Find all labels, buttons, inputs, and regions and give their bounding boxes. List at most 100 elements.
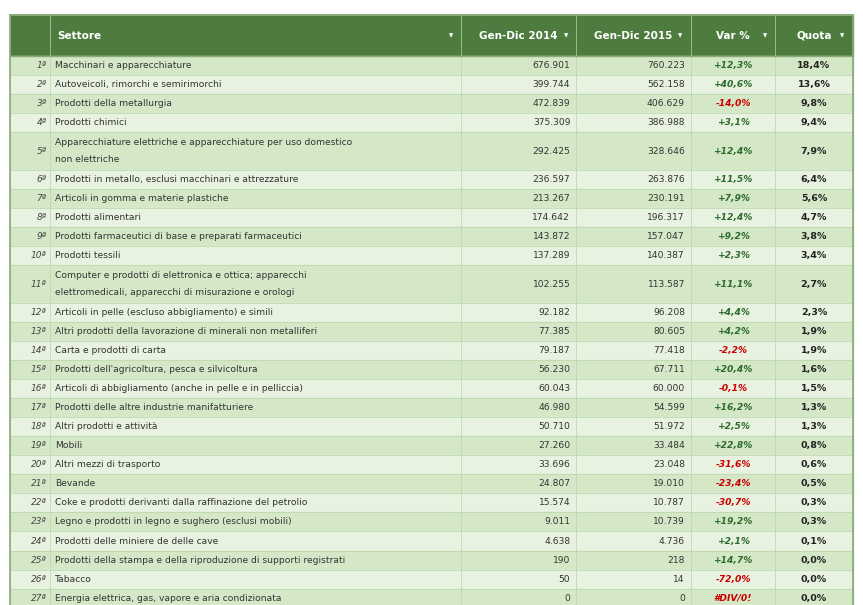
Text: 174.642: 174.642	[532, 213, 570, 222]
Text: 9,8%: 9,8%	[801, 99, 827, 108]
Text: 328.646: 328.646	[647, 147, 685, 155]
Text: 10.739: 10.739	[653, 517, 685, 526]
Text: +19,2%: +19,2%	[714, 517, 753, 526]
Text: Settore: Settore	[57, 31, 101, 41]
Text: 0,8%: 0,8%	[801, 441, 827, 450]
Text: 10.787: 10.787	[653, 499, 685, 508]
Text: 102.255: 102.255	[532, 280, 570, 289]
Text: 16ª: 16ª	[31, 384, 47, 393]
Text: +2,3%: +2,3%	[716, 251, 750, 260]
Text: 0,6%: 0,6%	[801, 460, 827, 469]
Text: 676.901: 676.901	[532, 61, 570, 70]
Text: +11,1%: +11,1%	[714, 280, 753, 289]
Text: Var %: Var %	[716, 31, 750, 41]
Text: Gen-Dic 2015: Gen-Dic 2015	[595, 31, 673, 41]
Text: 230.191: 230.191	[647, 194, 685, 203]
Text: 50.710: 50.710	[539, 422, 570, 431]
Text: +12,4%: +12,4%	[714, 147, 753, 155]
Text: 2ª: 2ª	[36, 80, 47, 90]
Text: 236.597: 236.597	[532, 175, 570, 184]
Text: 292.425: 292.425	[532, 147, 570, 155]
Text: Macchinari e apparecchiature: Macchinari e apparecchiature	[55, 61, 192, 70]
Text: 79.187: 79.187	[539, 346, 570, 355]
Text: 0,0%: 0,0%	[801, 575, 827, 584]
Text: Prodotti delle altre industrie manifatturiere: Prodotti delle altre industrie manifattu…	[55, 403, 254, 412]
Text: Autoveicoli, rimorchi e semirimorchi: Autoveicoli, rimorchi e semirimorchi	[55, 80, 222, 90]
Text: Gen-Dic 2014: Gen-Dic 2014	[480, 31, 557, 41]
Text: Bevande: Bevande	[55, 479, 96, 488]
Text: 263.876: 263.876	[647, 175, 685, 184]
Bar	[10, 113, 853, 132]
Text: Articoli in pelle (escluso abbigliamento) e simili: Articoli in pelle (escluso abbigliamento…	[55, 308, 273, 317]
Text: 2,3%: 2,3%	[801, 308, 827, 317]
Text: 4,7%: 4,7%	[801, 213, 827, 222]
Text: 140.387: 140.387	[647, 251, 685, 260]
Text: 60.000: 60.000	[652, 384, 685, 393]
Text: +9,2%: +9,2%	[716, 232, 750, 241]
Bar	[10, 189, 853, 208]
Text: Prodotti dell'agricoltura, pesca e silvicoltura: Prodotti dell'agricoltura, pesca e silvi…	[55, 365, 258, 374]
Text: -72,0%: -72,0%	[715, 575, 751, 584]
Bar	[10, 569, 853, 589]
Text: 15ª: 15ª	[31, 365, 47, 374]
Text: -31,6%: -31,6%	[715, 460, 751, 469]
Text: 6,4%: 6,4%	[801, 175, 827, 184]
Text: 27.260: 27.260	[539, 441, 570, 450]
Text: Prodotti della stampa e della riproduzione di supporti registrati: Prodotti della stampa e della riproduzio…	[55, 555, 345, 564]
Text: 26ª: 26ª	[31, 575, 47, 584]
Text: Legno e prodotti in legno e sughero (esclusi mobili): Legno e prodotti in legno e sughero (esc…	[55, 517, 292, 526]
Bar	[10, 15, 853, 56]
Text: 10ª: 10ª	[31, 251, 47, 260]
Bar	[10, 474, 853, 493]
Text: 25ª: 25ª	[31, 555, 47, 564]
Text: 19ª: 19ª	[31, 441, 47, 450]
Text: 3,8%: 3,8%	[801, 232, 827, 241]
Text: Prodotti chimici: Prodotti chimici	[55, 119, 127, 128]
Text: 406.629: 406.629	[647, 99, 685, 108]
Text: Energia elettrica, gas, vapore e aria condizionata: Energia elettrica, gas, vapore e aria co…	[55, 594, 281, 603]
Text: 67.711: 67.711	[653, 365, 685, 374]
Text: 56.230: 56.230	[539, 365, 570, 374]
Text: 113.587: 113.587	[647, 280, 685, 289]
Bar	[10, 341, 853, 360]
Text: 3ª: 3ª	[36, 99, 47, 108]
Text: 24.807: 24.807	[539, 479, 570, 488]
Text: 3,4%: 3,4%	[801, 251, 827, 260]
Bar	[10, 417, 853, 436]
Text: Computer e prodotti di elettronica e ottica; apparecchi: Computer e prodotti di elettronica e ott…	[55, 271, 306, 280]
Text: +12,3%: +12,3%	[714, 61, 753, 70]
Text: 0,0%: 0,0%	[801, 594, 827, 603]
Text: +11,5%: +11,5%	[714, 175, 753, 184]
Text: 60.043: 60.043	[539, 384, 570, 393]
Text: 1,5%: 1,5%	[801, 384, 827, 393]
Bar	[10, 56, 853, 76]
Text: 18,4%: 18,4%	[797, 61, 830, 70]
Text: 33.696: 33.696	[539, 460, 570, 469]
Text: 0: 0	[564, 594, 570, 603]
Text: 46.980: 46.980	[539, 403, 570, 412]
Text: Carta e prodotti di carta: Carta e prodotti di carta	[55, 346, 166, 355]
Text: 18ª: 18ª	[31, 422, 47, 431]
Text: 386.988: 386.988	[647, 119, 685, 128]
Text: Prodotti delle miniere de delle cave: Prodotti delle miniere de delle cave	[55, 537, 218, 546]
Text: 51.972: 51.972	[653, 422, 685, 431]
Text: 0,0%: 0,0%	[801, 555, 827, 564]
Text: 218: 218	[667, 555, 685, 564]
Text: 77.385: 77.385	[539, 327, 570, 336]
Text: non elettriche: non elettriche	[55, 155, 119, 165]
Text: ▼: ▼	[841, 33, 844, 38]
Text: +2,1%: +2,1%	[716, 537, 750, 546]
Bar	[10, 132, 853, 170]
Text: 6ª: 6ª	[36, 175, 47, 184]
Bar	[10, 302, 853, 322]
Text: -23,4%: -23,4%	[715, 479, 751, 488]
Text: 1ª: 1ª	[36, 61, 47, 70]
Text: 80.605: 80.605	[653, 327, 685, 336]
Text: 23.048: 23.048	[653, 460, 685, 469]
Text: 196.317: 196.317	[647, 213, 685, 222]
Bar	[10, 436, 853, 455]
Text: 24ª: 24ª	[31, 537, 47, 546]
Text: Quota: Quota	[797, 31, 832, 41]
Text: 13,6%: 13,6%	[797, 80, 830, 90]
Text: 1,3%: 1,3%	[801, 422, 827, 431]
